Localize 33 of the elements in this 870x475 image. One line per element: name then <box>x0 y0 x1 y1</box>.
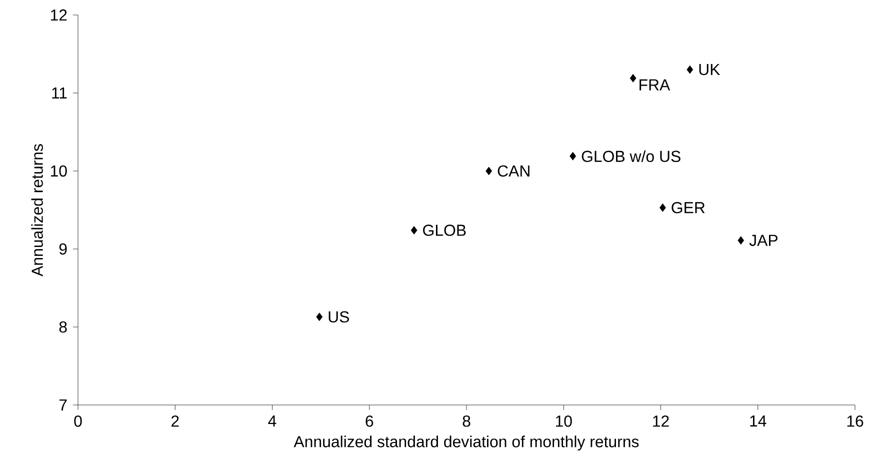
y-tick-label: 11 <box>52 88 67 98</box>
x-tick-label: 2 <box>172 416 179 427</box>
y-tick-label: 10 <box>50 165 67 177</box>
series-label: UK <box>699 64 720 76</box>
point <box>738 236 744 245</box>
series-label: FRA <box>640 79 670 90</box>
x-tick-label: 6 <box>366 416 374 427</box>
x-tick-label: 4 <box>268 415 276 426</box>
series-label: GLOB w/o US <box>582 150 680 162</box>
y-tick-label: 9 <box>59 243 67 255</box>
series-label: GLOB <box>423 224 466 236</box>
point <box>410 226 418 234</box>
series-label: JAP <box>749 234 778 246</box>
point <box>570 152 576 160</box>
x-tick-label: 12 <box>653 416 669 427</box>
point <box>316 312 323 322</box>
point <box>486 166 492 176</box>
x-tick-label: 16 <box>847 416 864 427</box>
y-tick-label: 7 <box>59 400 67 410</box>
x-axis-title: Annualized standard deviation of monthly returns <box>294 436 639 450</box>
point <box>630 74 636 82</box>
x-tick-label: 10 <box>556 416 572 427</box>
series-label: GER <box>672 202 705 214</box>
y-axis-title: Annualized returns <box>31 144 43 276</box>
x-tick-label: 0 <box>74 416 82 427</box>
x-tick-label: 14 <box>750 415 766 426</box>
point <box>660 203 666 212</box>
y-tick-label: 12 <box>50 9 67 21</box>
series-label: US <box>328 311 349 322</box>
series-label: CAN <box>498 165 530 177</box>
point <box>686 65 694 74</box>
y-tick-label: 8 <box>59 321 67 333</box>
x-tick-label: 8 <box>462 416 470 427</box>
